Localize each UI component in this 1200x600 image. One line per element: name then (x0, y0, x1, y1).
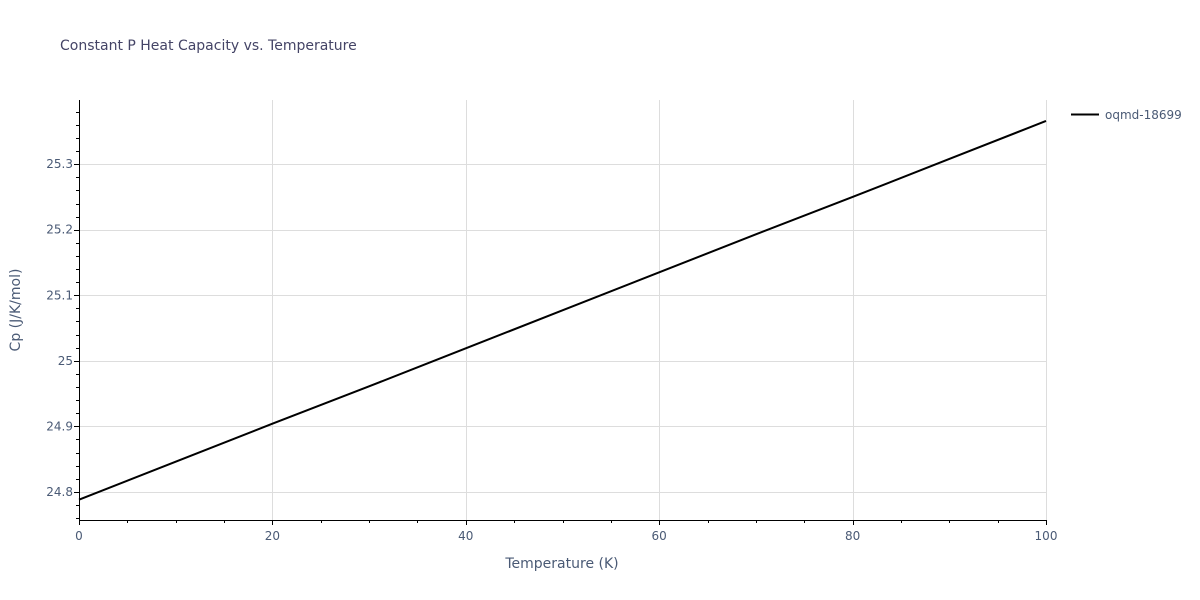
x-tick-label: 20 (265, 529, 280, 543)
y-tick-label: 25 (58, 354, 73, 368)
series-line[interactable] (78, 120, 1047, 501)
x-tick-label: 80 (845, 529, 860, 543)
x-tick-label: 100 (1035, 529, 1058, 543)
y-tick-label: 25.3 (46, 157, 73, 171)
x-tick-label: 0 (75, 529, 83, 543)
legend-item-label[interactable]: oqmd-18699 (1105, 108, 1182, 122)
y-axis-title: Cp (J/K/mol) (8, 269, 24, 352)
y-tick-label: 25.1 (46, 288, 73, 302)
y-tick-label: 24.8 (46, 485, 73, 499)
legend[interactable]: oqmd-18699 (1071, 108, 1182, 122)
y-tick-label: 25.2 (46, 223, 73, 237)
tick-labels: 0 20 40 60 80 100 24.8 24.9 25 25.1 25.2 25.3 (46, 157, 1057, 543)
tick-marks (74, 112, 1047, 525)
gridlines (79, 100, 1047, 520)
axes (79, 100, 1046, 521)
chart-title: Constant P Heat Capacity vs. Temperature (60, 38, 357, 54)
x-tick-label: 40 (458, 529, 473, 543)
x-axis-title: Temperature (K) (504, 556, 618, 572)
y-tick-label: 24.9 (46, 419, 73, 433)
x-tick-label: 60 (652, 529, 667, 543)
series-lines (78, 120, 1047, 501)
